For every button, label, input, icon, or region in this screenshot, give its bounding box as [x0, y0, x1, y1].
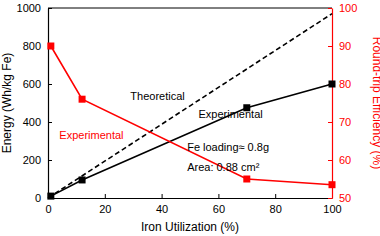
tick-mark: [48, 8, 52, 9]
tick: 200: [23, 154, 52, 166]
x-axis: 0 20 40 60 80 100: [45, 194, 341, 215]
tick-label: 100: [339, 2, 357, 14]
tick: 70: [328, 116, 351, 128]
marker: [329, 181, 336, 188]
tick: 50: [328, 192, 351, 204]
tick-label: 60: [339, 154, 351, 166]
chart: 0204060801000200400600800100050607080901…: [0, 0, 380, 236]
tick-mark: [328, 46, 332, 47]
tick-label: 40: [156, 203, 168, 215]
series-line: [51, 84, 332, 196]
annotation: Area: 0.88 cm²: [187, 161, 259, 173]
marker: [47, 193, 54, 200]
marker: [329, 81, 336, 88]
tick-label: 80: [339, 78, 351, 90]
series-line: [51, 46, 332, 185]
tick: 80: [270, 194, 282, 215]
tick-label: 800: [23, 40, 41, 52]
tick-mark: [328, 160, 332, 161]
marker: [79, 176, 86, 183]
annotation: Fe loading≈ 0.8g: [187, 141, 269, 153]
tick-label: 80: [270, 203, 282, 215]
axis-line: [49, 198, 333, 199]
tick-mark: [328, 198, 332, 199]
tick-label: 0: [45, 203, 51, 215]
tick-mark: [328, 122, 332, 123]
tick-mark: [162, 194, 163, 198]
y2-axis-title: Round-trip Efficiency (%): [370, 37, 380, 170]
axis-line: [48, 9, 49, 199]
tick-label: 1000: [17, 2, 41, 14]
series-line: [48, 14, 332, 198]
tick-mark: [105, 194, 106, 198]
tick-mark: [275, 194, 276, 198]
tick-mark: [328, 8, 332, 9]
tick: 60: [213, 194, 225, 215]
tick: 60: [328, 154, 351, 166]
tick: 400: [23, 116, 52, 128]
x-axis-title: Iron Utilization (%): [141, 220, 239, 234]
tick: 40: [156, 194, 168, 215]
tick-label: 20: [99, 203, 111, 215]
tick: 20: [99, 194, 111, 215]
tick-label: 60: [213, 203, 225, 215]
annotation: Experimental: [59, 129, 123, 141]
tick: 80: [328, 78, 351, 90]
marker: [243, 176, 250, 183]
axis-line: [332, 9, 333, 199]
y2-axis: 50 60 70 80 90 100: [328, 2, 357, 204]
tick-label: 50: [339, 192, 351, 204]
tick-label: 0: [35, 192, 41, 204]
tick-mark: [48, 84, 52, 85]
marker: [47, 43, 54, 50]
tick: 1000: [17, 2, 52, 14]
tick-label: 90: [339, 40, 351, 52]
annotation: Experimental: [199, 108, 263, 120]
annotation: Theoretical: [130, 90, 184, 102]
marker: [79, 96, 86, 103]
tick-label: 200: [23, 154, 41, 166]
plot-area: [47, 14, 335, 200]
tick-label: 70: [339, 116, 351, 128]
tick-label: 400: [23, 116, 41, 128]
tick-label: 100: [323, 203, 341, 215]
tick-mark: [218, 194, 219, 198]
tick: 100: [328, 2, 357, 14]
frame-top: [48, 8, 332, 9]
tick-mark: [48, 122, 52, 123]
tick-label: 600: [23, 78, 41, 90]
y-axis-title: Energy (Wh/kg Fe): [0, 53, 14, 154]
tick: 90: [328, 40, 351, 52]
tick-mark: [48, 160, 52, 161]
y-axis: 0 200 400 600 800 1000: [17, 2, 52, 204]
tick: 600: [23, 78, 52, 90]
